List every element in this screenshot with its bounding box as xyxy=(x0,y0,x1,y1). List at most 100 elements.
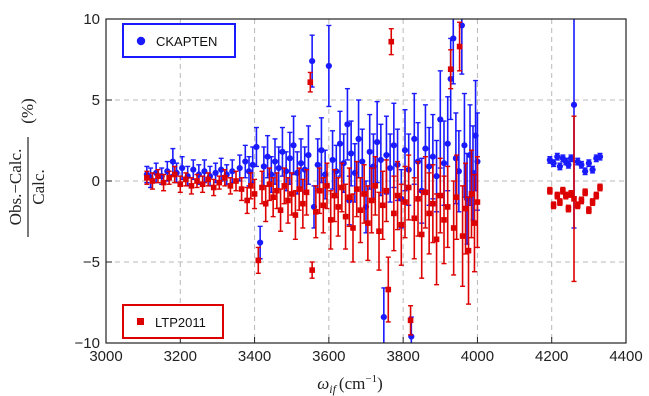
data-point xyxy=(368,197,375,204)
data-point xyxy=(144,174,150,181)
data-point xyxy=(461,142,468,149)
data-point xyxy=(260,163,267,170)
data-point xyxy=(344,121,351,128)
data-point xyxy=(297,160,305,167)
data-point xyxy=(557,199,563,205)
data-point xyxy=(305,151,312,159)
data-point xyxy=(359,158,366,165)
series-ckapten xyxy=(143,19,604,343)
data-point xyxy=(353,186,360,192)
data-point xyxy=(253,143,260,151)
data-point xyxy=(415,196,421,202)
y-axis-label: Obs.−Calc. Calc. (%) xyxy=(6,98,48,237)
data-point xyxy=(426,210,432,217)
data-point xyxy=(447,66,454,73)
data-point xyxy=(303,189,310,196)
data-point xyxy=(244,197,250,204)
data-point xyxy=(468,191,475,197)
data-point xyxy=(277,207,284,213)
data-point xyxy=(270,194,276,200)
data-point xyxy=(570,101,578,108)
data-point xyxy=(300,200,306,207)
data-point xyxy=(366,148,373,155)
data-point xyxy=(430,200,436,207)
data-point xyxy=(385,286,392,293)
data-point xyxy=(589,166,596,173)
data-point xyxy=(149,178,156,184)
y-tick-label: 0 xyxy=(92,173,100,190)
data-point xyxy=(335,204,341,210)
data-point xyxy=(376,228,382,235)
data-point xyxy=(422,189,429,196)
data-point xyxy=(190,166,197,173)
data-point xyxy=(433,173,440,180)
data-point xyxy=(365,220,371,226)
data-point xyxy=(380,313,387,321)
data-point xyxy=(383,151,390,159)
data-point xyxy=(229,168,236,175)
data-point xyxy=(444,140,451,147)
data-point xyxy=(450,225,457,231)
data-point xyxy=(582,168,589,175)
data-point xyxy=(441,217,447,223)
data-point xyxy=(411,215,418,222)
data-point xyxy=(571,196,577,202)
data-point xyxy=(292,212,299,218)
data-point xyxy=(160,179,167,186)
data-point xyxy=(568,191,574,197)
data-point xyxy=(374,139,381,146)
data-point xyxy=(550,160,557,167)
data-point xyxy=(199,181,206,188)
data-point xyxy=(288,191,295,197)
data-point xyxy=(166,174,172,181)
data-point xyxy=(342,213,349,220)
data-point xyxy=(210,184,217,191)
data-point xyxy=(339,184,345,191)
data-point xyxy=(585,160,592,167)
data-point xyxy=(402,199,408,205)
data-point xyxy=(357,207,364,213)
data-point xyxy=(565,161,572,168)
data-point xyxy=(418,231,425,238)
data-point xyxy=(574,202,581,209)
data-point xyxy=(188,183,195,189)
data-point xyxy=(257,239,264,246)
legend-ltp2011-marker xyxy=(137,318,144,325)
data-point xyxy=(433,236,440,243)
data-point xyxy=(313,208,319,215)
data-point xyxy=(578,161,585,168)
data-point xyxy=(316,187,323,194)
data-point xyxy=(465,247,472,254)
data-point xyxy=(233,178,239,184)
legend-ltp2011-label: LTP2011 xyxy=(155,315,206,330)
data-point xyxy=(155,173,161,179)
data-point xyxy=(259,184,265,191)
data-point xyxy=(597,184,603,191)
legend-ckapten: CKAPTEN xyxy=(122,23,236,58)
data-point xyxy=(550,202,557,209)
data-point xyxy=(547,187,553,194)
data-point xyxy=(346,194,353,200)
y-axis-ticks: 10 5 0 −5 −10 xyxy=(75,11,112,352)
data-point xyxy=(290,142,297,149)
data-point xyxy=(307,79,314,85)
data-point xyxy=(212,169,219,176)
data-point xyxy=(274,187,280,194)
data-point xyxy=(407,317,414,324)
legend-ckapten-label: CKAPTEN xyxy=(156,34,217,49)
y-axis-label-unit: (%) xyxy=(18,98,37,123)
data-point xyxy=(281,183,288,189)
data-point xyxy=(222,174,228,181)
legend-ckapten-marker xyxy=(136,36,146,46)
data-point xyxy=(309,267,315,273)
data-point xyxy=(398,221,405,228)
x-tick-label: 3600 xyxy=(312,348,345,365)
data-point xyxy=(329,156,336,164)
x-tick-label: 4000 xyxy=(461,348,494,365)
data-point xyxy=(391,210,397,217)
data-point xyxy=(383,187,390,194)
data-point xyxy=(554,153,561,160)
data-point xyxy=(171,171,178,178)
x-tick-label: 4400 xyxy=(609,348,642,365)
data-point xyxy=(582,189,588,196)
